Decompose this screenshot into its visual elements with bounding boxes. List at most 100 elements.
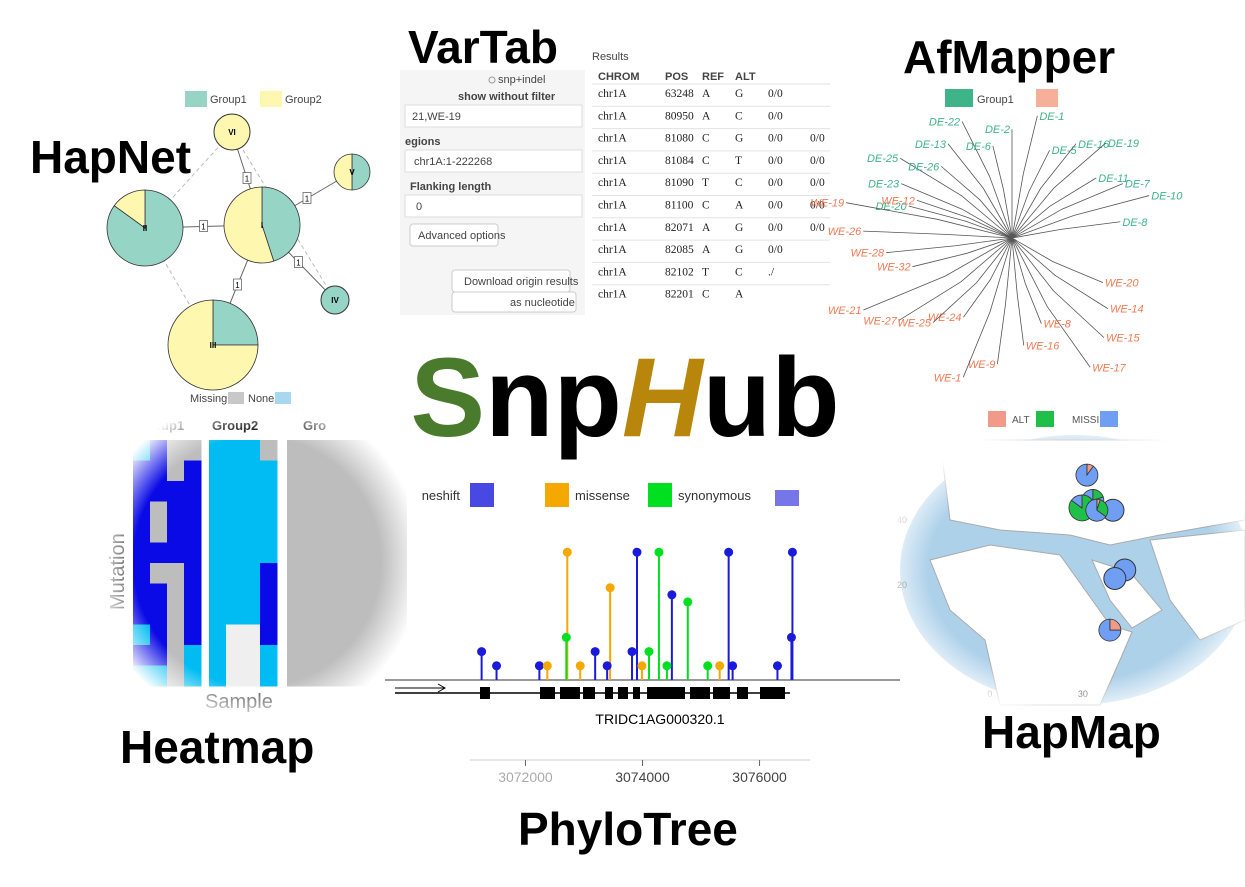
- tip-label: DE-23: [868, 179, 900, 191]
- module-label: Heatmap: [120, 721, 314, 773]
- lollipop-head: [575, 661, 585, 671]
- heat-cell: [167, 522, 185, 543]
- heat-cell: [133, 440, 151, 461]
- heat-cell: [260, 645, 278, 666]
- land: [929, 544, 1133, 706]
- branch: [863, 230, 1013, 239]
- cell: 0/0: [810, 222, 825, 234]
- heat-cell: [184, 645, 202, 666]
- cell: chr1A: [598, 244, 627, 256]
- cell: A: [702, 222, 711, 234]
- lollipop-head: [562, 547, 572, 557]
- cell: T: [702, 177, 709, 189]
- cell: 82201: [665, 289, 694, 301]
- heat-cell: [243, 583, 261, 605]
- heat-cell: [243, 624, 261, 646]
- legend-label: Group2: [285, 94, 322, 106]
- x-tick-label: 0: [987, 689, 992, 699]
- heat-cell: [226, 440, 244, 461]
- link-box: [242, 172, 252, 184]
- module-label: PhyloTree: [518, 803, 738, 855]
- lollipop-head: [772, 661, 782, 671]
- node-label: VI: [228, 128, 236, 137]
- logo-part: ub: [703, 335, 840, 460]
- cell: 81090: [665, 177, 694, 189]
- heat-cell: [184, 440, 202, 461]
- branch: [1011, 143, 1077, 239]
- cell: 0/0: [810, 177, 825, 189]
- pie-slice: [1103, 566, 1127, 590]
- heat-cell: [150, 501, 168, 523]
- tip-label: WE-25: [897, 318, 932, 330]
- legend-swatch: [1036, 89, 1058, 107]
- branch: [932, 237, 1013, 323]
- cell: 0/0: [810, 200, 825, 212]
- button[interactable]: [409, 223, 499, 247]
- button-label: Advanced options: [418, 230, 506, 242]
- heat-cell: [260, 481, 278, 502]
- lollipop-head: [492, 661, 502, 671]
- heat-cell: [184, 563, 202, 584]
- cell: 0/0: [768, 155, 783, 167]
- pie-slice: [223, 186, 275, 264]
- legend-swatch: [275, 392, 291, 404]
- heat-cell: [133, 563, 151, 584]
- heat-cell: [243, 501, 261, 523]
- branch: [916, 199, 1013, 239]
- exon: [737, 687, 748, 699]
- link-box: [294, 256, 303, 268]
- col-header: POS: [665, 71, 688, 83]
- heat-cell: [209, 665, 227, 687]
- heat-cell: [209, 481, 227, 502]
- heat-cell: [184, 460, 202, 482]
- heat-cell: [167, 665, 185, 687]
- heat-cell: [226, 604, 244, 625]
- logo-part: np: [485, 335, 622, 460]
- radio: [488, 76, 496, 84]
- button[interactable]: [451, 291, 577, 313]
- link-label: 1: [245, 175, 250, 184]
- branch: [1011, 115, 1038, 239]
- input-text: chr1A:1-222268: [414, 156, 492, 168]
- cell: chr1A: [598, 177, 627, 189]
- heat-cell: [209, 563, 227, 584]
- option: snp+indel: [498, 74, 545, 86]
- branch: [1011, 237, 1025, 346]
- input-text: 21,WE-19: [412, 111, 461, 123]
- cell: A: [735, 200, 744, 212]
- node-label: III: [210, 341, 217, 350]
- link-box: [302, 192, 312, 204]
- results-title: Results: [592, 51, 629, 63]
- heat-cell: [260, 624, 278, 646]
- heat-cell: [150, 583, 168, 605]
- cell: 63248: [665, 88, 694, 100]
- heat-cell: [243, 645, 261, 666]
- branch: [846, 202, 1013, 239]
- branch: [1011, 183, 1124, 239]
- exon: [690, 687, 710, 699]
- cell: A: [735, 289, 744, 301]
- heat-cell: [167, 583, 185, 605]
- cell: 0/0: [810, 155, 825, 167]
- heat-cell: [133, 501, 151, 523]
- lollipop-head: [703, 661, 713, 671]
- lollipop-head: [728, 661, 738, 671]
- logo-part: S: [410, 335, 485, 460]
- legend-swatch: [648, 483, 672, 507]
- cell: chr1A: [598, 88, 627, 100]
- node-label: I: [261, 221, 263, 230]
- lollipop-head: [667, 590, 677, 600]
- lollipop-head: [662, 661, 672, 671]
- tip-label: DE-20: [875, 201, 907, 213]
- cell: 0/0: [768, 177, 783, 189]
- lollipop-head: [654, 547, 664, 557]
- branch: [941, 166, 1013, 239]
- lollipop-head: [477, 647, 487, 657]
- lollipop-head: [787, 547, 797, 557]
- legend-label: ALT: [1012, 415, 1030, 426]
- cell: 0/0: [768, 200, 783, 212]
- heat-cell: [133, 604, 151, 625]
- branch: [912, 237, 1013, 268]
- link-label: 1: [296, 259, 301, 268]
